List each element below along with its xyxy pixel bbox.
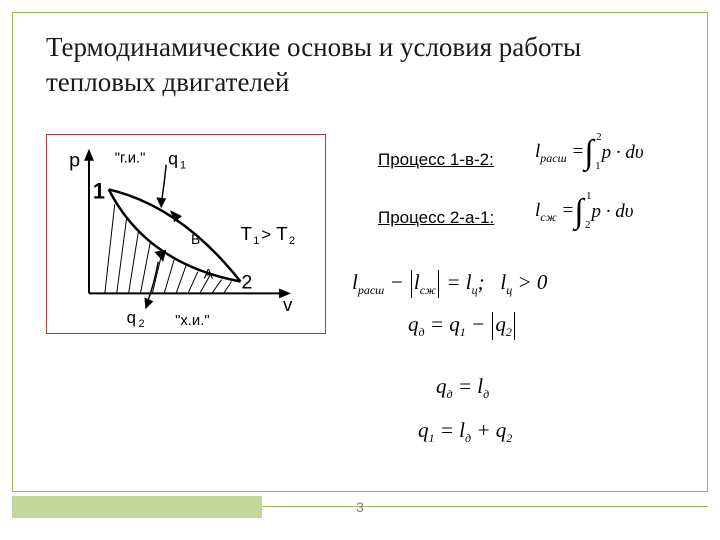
process-1-label: Процесс 1-в-2: [378, 150, 494, 170]
formula-expansion-work: lрасш = ∫12 p · dυ [535, 136, 644, 170]
svg-text:q: q [127, 308, 136, 327]
svg-text:1: 1 [180, 160, 186, 172]
svg-text:"х.и.": "х.и." [175, 313, 210, 329]
slide-title: Термодинамические основы и условия работ… [46, 30, 680, 99]
eq-q1-split: q1 = lд + q2 [418, 418, 512, 446]
svg-text:"г.и.": "г.и." [115, 151, 146, 167]
svg-text:B: B [191, 231, 200, 247]
svg-text:A: A [204, 266, 214, 282]
process-2-label: Процесс 2-a-1: [378, 208, 494, 228]
svg-text:v: v [283, 294, 293, 315]
svg-text:q: q [168, 149, 178, 169]
pv-diagram-box: p v "г.и." q 1 1 2 B A q 2 "х.и." T 1 > … [46, 134, 326, 334]
page-number: 3 [0, 499, 720, 515]
eq-q-equals-l: qд = lд [436, 374, 489, 402]
svg-text:>: > [261, 225, 271, 244]
svg-text:1: 1 [93, 178, 105, 203]
svg-text:2: 2 [138, 318, 144, 330]
eq-work-cycle: lрасш − lсж = lц; lц > 0 [352, 270, 547, 298]
svg-text:p: p [69, 150, 80, 172]
svg-text:1: 1 [253, 235, 259, 247]
svg-text:T: T [240, 223, 252, 244]
svg-text:2: 2 [289, 235, 295, 247]
svg-text:2: 2 [241, 271, 252, 293]
eq-heat-balance: qд = q1 − q2 [408, 312, 517, 340]
pv-diagram: p v "г.и." q 1 1 2 B A q 2 "х.и." T 1 > … [47, 135, 325, 333]
formula-compression-work: lсж = ∫21 p · dυ [535, 195, 634, 229]
svg-text:T: T [276, 223, 288, 244]
